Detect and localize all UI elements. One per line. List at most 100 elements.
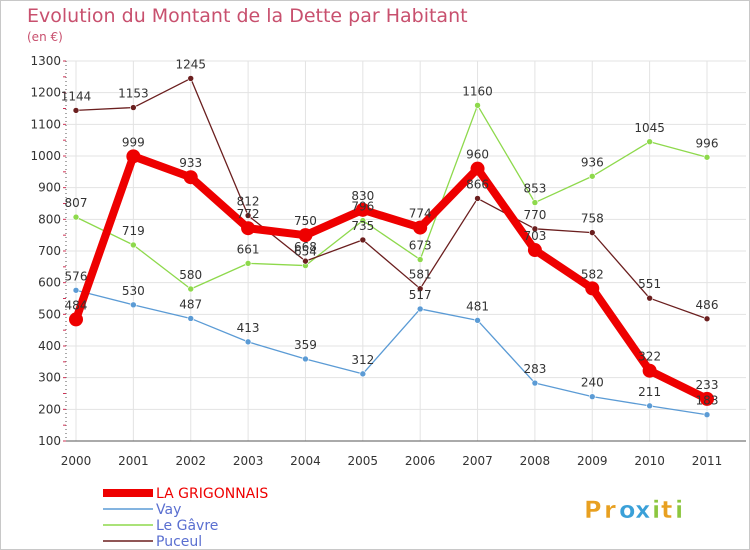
data-label-puceul: 866 [466,177,489,191]
data-point-le-g-vre [359,217,367,224]
chart-unit: (en €) [27,30,63,44]
y-tick-label: 100 [38,434,61,448]
data-label-vay: 312 [351,353,374,367]
data-point-la-grigonnais [183,170,198,185]
data-label-puceul: 770 [523,208,546,222]
data-label-la-grigonnais: 830 [351,189,374,203]
x-tick-label: 2002 [175,454,206,468]
series-line-la-grigonnais [72,152,709,403]
data-point-vay [359,370,367,378]
data-label-le-g-vre: 673 [409,239,432,253]
data-label-vay: 240 [581,376,604,390]
x-tick-label: 2009 [577,454,608,468]
data-label-vay: 530 [122,284,145,298]
logo-letter: i [652,496,660,524]
data-label-vay: 211 [638,385,661,399]
x-tick-label: 2000 [61,454,92,468]
data-point-la-grigonnais [298,228,313,243]
data-label-le-g-vre: 853 [523,182,546,196]
legend-label: LA GRIGONNAIS [156,486,268,502]
logo-letter: r [604,496,616,524]
data-point-le-g-vre [244,260,252,267]
data-label-puceul: 551 [638,277,661,291]
y-tick-label: 300 [38,371,61,385]
data-point-puceul [359,236,367,244]
data-label-le-g-vre: 996 [696,136,719,150]
data-label-puceul: 812 [237,195,260,209]
logo-letter: i [675,496,683,524]
data-point-la-grigonnais [700,391,714,406]
data-point-la-grigonnais [126,149,141,164]
x-tick-label: 2004 [290,454,321,468]
data-label-puceul: 1144 [61,89,92,103]
y-tick-label: 1000 [30,149,61,163]
data-point-le-g-vre [646,138,653,146]
data-point-la-grigonnais [241,221,256,236]
data-point-vay [703,411,711,419]
data-point-vay [416,305,424,313]
y-tick-label: 900 [38,181,61,195]
x-tick-label: 2010 [634,454,665,468]
y-tick-label: 700 [38,244,61,258]
data-label-vay: 576 [65,269,88,283]
data-point-puceul [244,212,252,219]
data-label-puceul: 758 [581,212,604,226]
data-point-vay [474,317,481,324]
data-point-la-grigonnais [355,202,370,217]
x-tick-label: 2008 [520,454,551,468]
x-tick-label: 2011 [692,454,723,468]
data-point-le-g-vre [130,241,137,249]
data-label-puceul: 1245 [175,57,206,71]
data-point-vay [244,338,252,346]
data-point-la-grigonnais [470,161,485,176]
data-point-vay [302,355,309,363]
data-label-vay: 481 [466,299,489,313]
data-point-la-grigonnais [642,363,657,378]
data-point-puceul [187,75,195,82]
logo-letter: t [661,496,672,524]
data-label-puceul: 735 [351,219,374,233]
data-point-puceul [588,229,596,236]
data-point-le-g-vre [588,172,596,180]
logo-letter: P [584,496,602,524]
data-label-puceul: 486 [696,298,719,312]
legend-label: Le Gâvre [156,518,218,534]
y-tick-label: 600 [38,276,61,290]
y-tick-label: 1200 [30,86,61,100]
data-label-la-grigonnais: 233 [696,378,719,392]
data-label-le-g-vre: 1045 [634,121,665,135]
data-label-la-grigonnais: 960 [466,148,489,162]
logo-letter: o [619,496,636,524]
data-label-le-g-vre: 654 [294,245,317,259]
data-point-vay [588,393,596,400]
y-tick-label: 800 [38,212,61,226]
x-tick-label: 2003 [233,454,264,468]
x-tick-label: 2006 [405,454,436,468]
data-point-puceul [130,104,137,111]
data-point-vay [72,286,80,294]
data-label-la-grigonnais: 750 [294,214,317,228]
data-label-le-g-vre: 661 [237,242,260,256]
data-label-la-grigonnais: 582 [581,267,604,281]
data-point-le-g-vre [703,153,711,161]
x-tick-label: 2005 [348,454,379,468]
data-point-le-g-vre [474,102,481,109]
data-label-le-g-vre: 719 [122,224,145,238]
series-line-puceul [75,77,708,320]
chart-title: Evolution du Montant de la Dette par Hab… [27,5,468,27]
series-line-le-g-vre [75,104,708,290]
y-tick-label: 1100 [30,117,61,131]
data-point-la-grigonnais [527,243,542,258]
data-point-vay [130,301,137,309]
data-point-le-g-vre [416,256,424,263]
y-tick-label: 500 [38,307,61,321]
data-point-le-g-vre [531,199,539,206]
data-point-le-g-vre [187,285,195,293]
data-label-puceul: 581 [409,268,432,282]
y-tick-label: 400 [38,339,61,353]
data-point-puceul [72,107,80,114]
data-point-puceul [302,257,309,265]
data-point-puceul [646,294,653,302]
